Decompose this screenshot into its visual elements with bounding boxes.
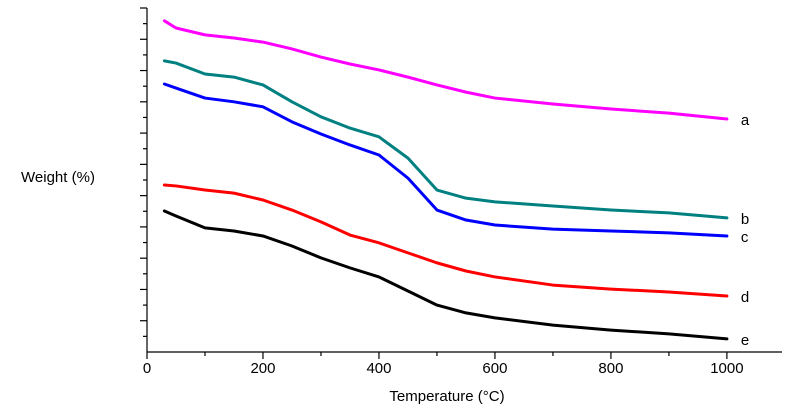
x-tick-label: 800 [598,360,623,377]
series-label: c [741,229,749,246]
x-tick-label: 200 [250,360,275,377]
series-label: e [741,332,749,349]
x-tick-label: 0 [143,360,151,377]
series-label: a [741,112,750,129]
x-tick-label: 1000 [710,360,743,377]
series-label: b [741,211,749,228]
line-series [162,183,729,298]
x-axis-label: Temperature (°C) [389,388,504,405]
series-label: d [741,289,749,306]
line-series [162,59,729,220]
x-tick-label: 400 [366,360,391,377]
line-series [162,82,729,238]
line-series [162,209,729,341]
line-series [162,19,729,121]
y-axis-label: Weight (%) [21,169,95,186]
x-tick-label: 600 [482,360,507,377]
